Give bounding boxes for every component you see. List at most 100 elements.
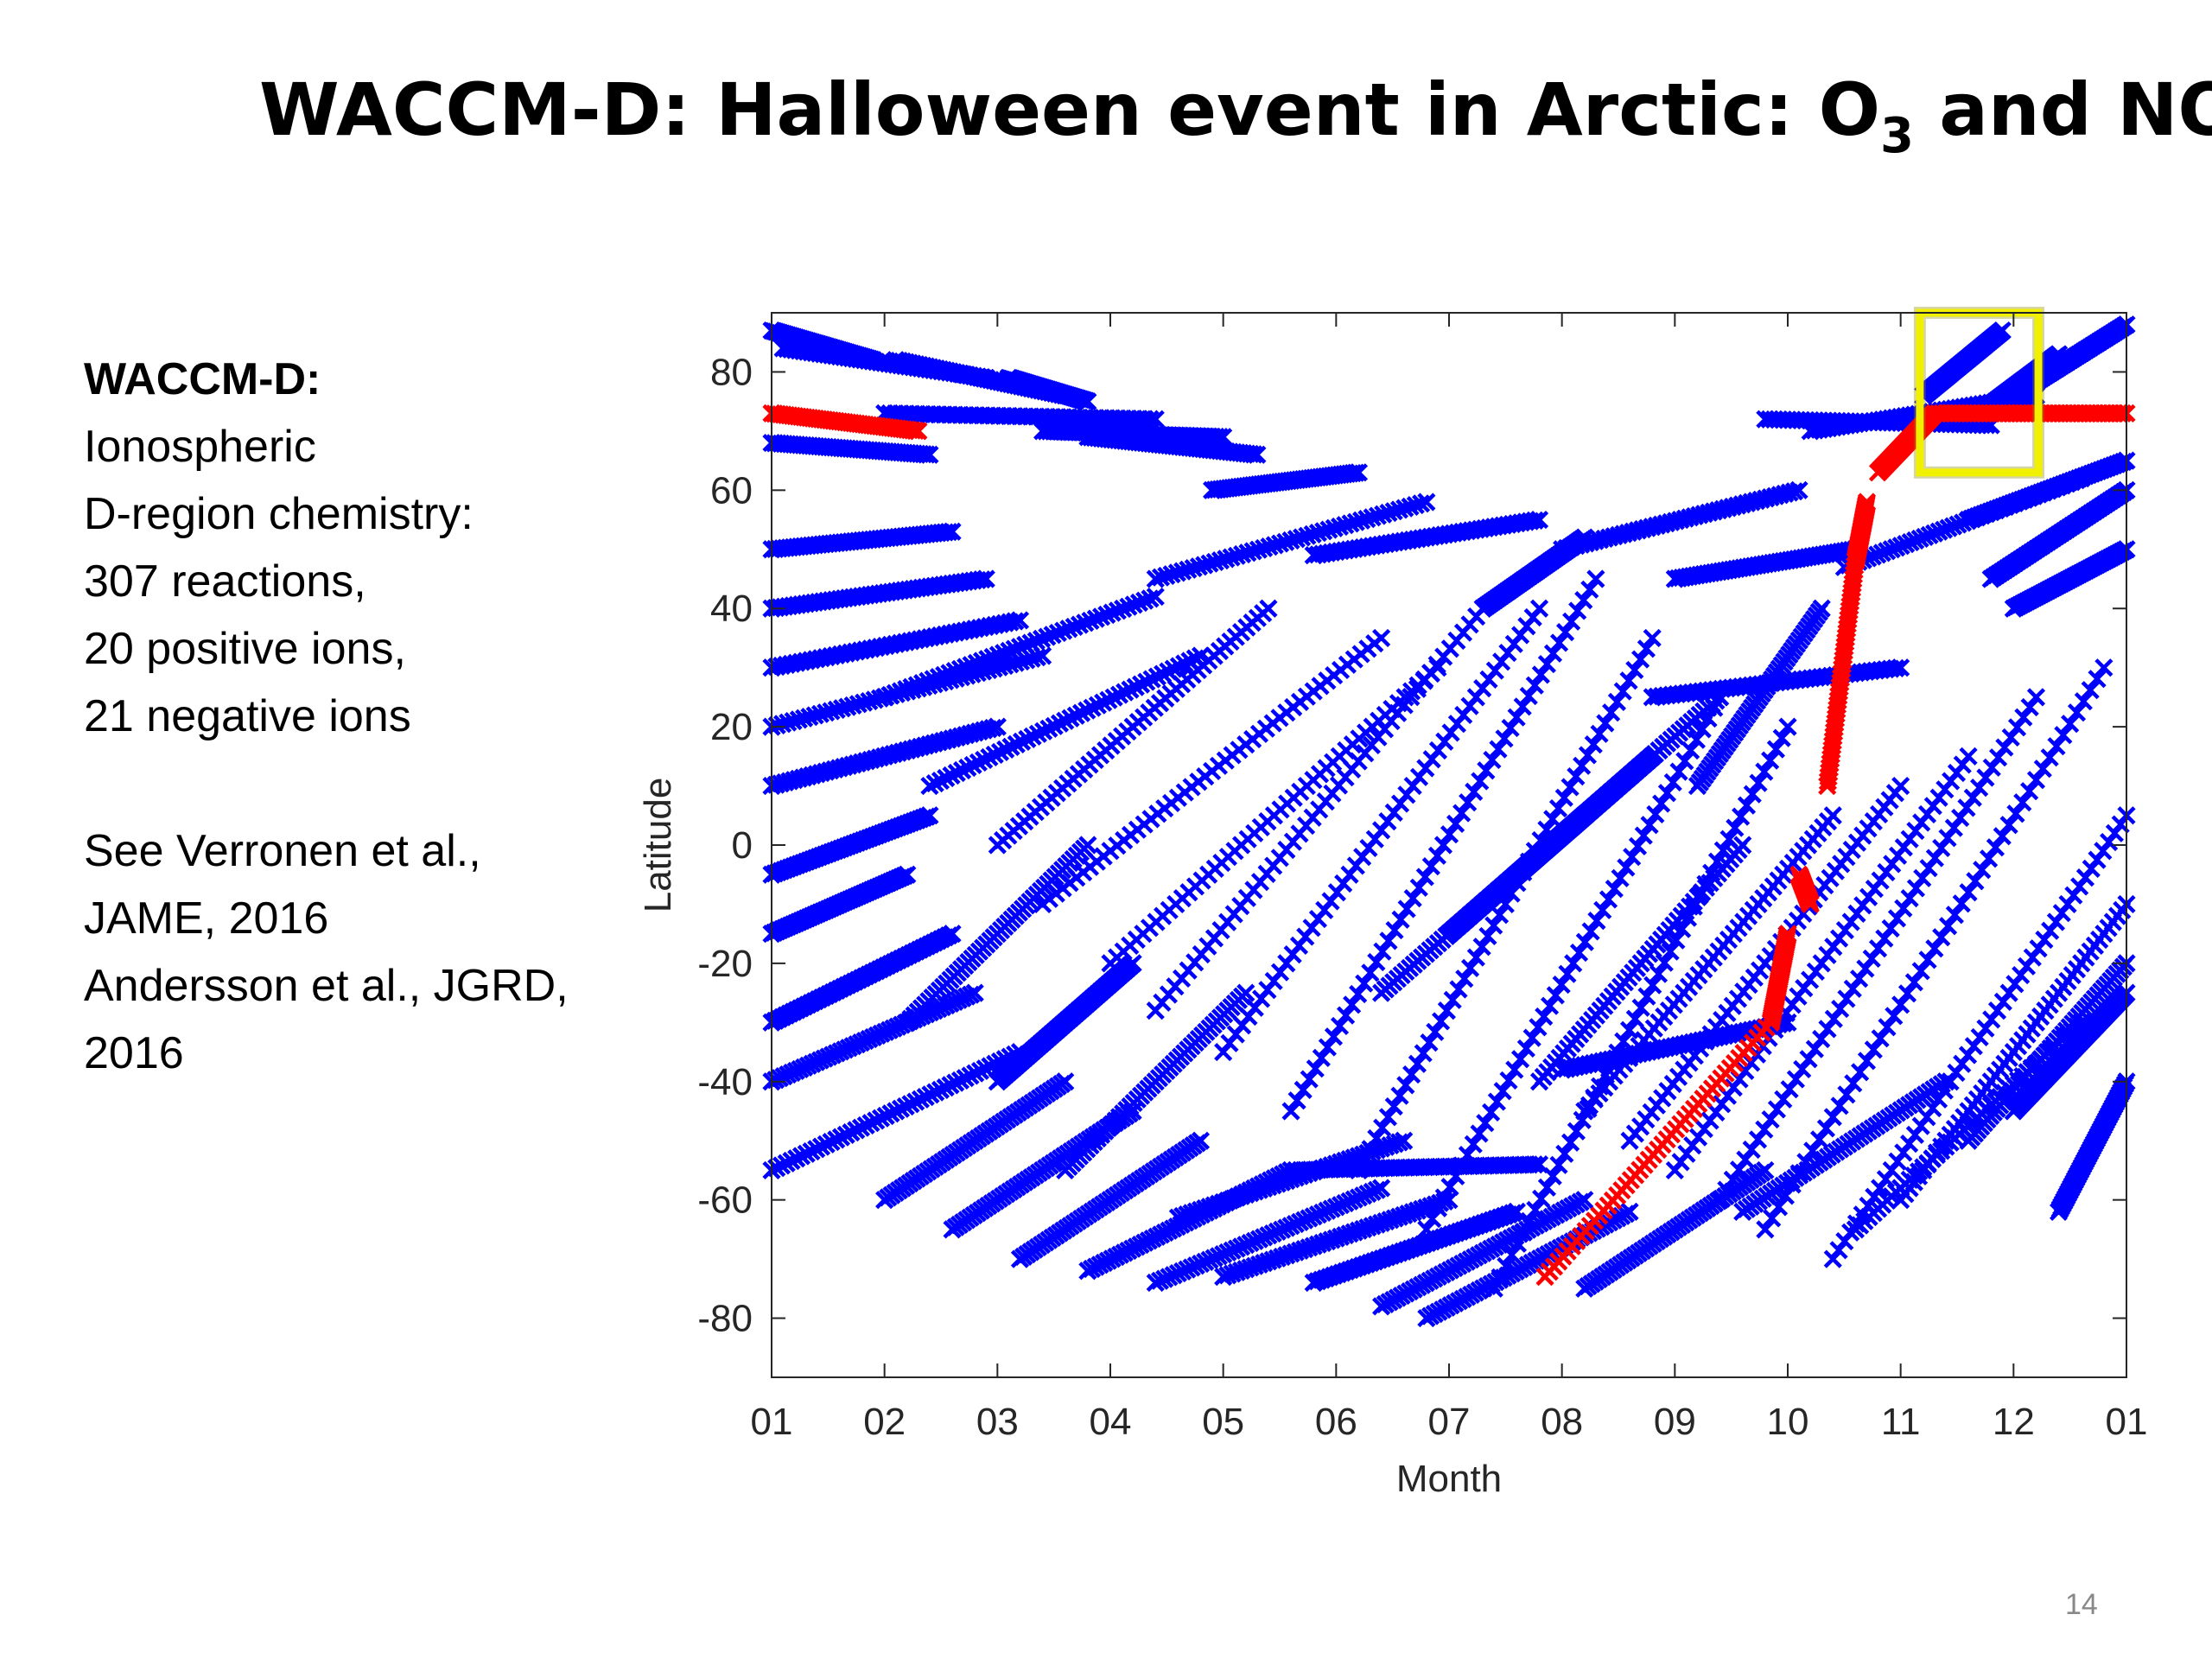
- marker-track: [1959, 451, 2136, 530]
- marker-track: [1146, 599, 1492, 1020]
- track: [1146, 493, 1436, 588]
- y-tick-label: -80: [697, 1298, 753, 1340]
- slide-title: WACCM-D: Halloween event in Arctic: O3 a…: [259, 67, 2212, 164]
- track: [1372, 1191, 1594, 1316]
- marker-track: [1168, 1131, 1414, 1227]
- track: [1214, 1191, 1459, 1287]
- track: [1203, 463, 1369, 499]
- marker-track: [1372, 1191, 1594, 1316]
- marker-track: [1575, 1160, 1775, 1298]
- track: [2004, 540, 2136, 618]
- track: [1417, 688, 1730, 1239]
- track: [1823, 806, 2136, 1268]
- description-line: Ionospheric: [84, 422, 316, 472]
- track: [1733, 1072, 1955, 1221]
- marker-track: [1146, 493, 1436, 588]
- track: [1033, 628, 1391, 914]
- marker-track: [1056, 983, 1255, 1180]
- marker-track: [1101, 658, 1447, 973]
- x-tick-label: 05: [1202, 1401, 1244, 1443]
- reference-line: JAME, 2016: [84, 893, 329, 944]
- track: [999, 368, 1097, 411]
- x-tick-label: 12: [1993, 1401, 2035, 1443]
- marker-track: [920, 646, 1211, 796]
- track: [1665, 540, 1865, 588]
- reference-line: See Verronen et al.,: [84, 826, 481, 876]
- track: [1529, 836, 1752, 1091]
- marker-track: [1372, 806, 1594, 1002]
- marker-track: [1789, 865, 1820, 914]
- marker-track: [1146, 1179, 1391, 1293]
- marker-track: [1925, 404, 2136, 423]
- track: [1372, 806, 1594, 1002]
- description-text: WACCM-D: Ionospheric D-region chemistry:…: [84, 346, 637, 1087]
- y-axis-ticks: -80 -60 -40 -20 0 20 40 60 80: [697, 351, 2126, 1340]
- description-line: D-region chemistry:: [84, 489, 474, 539]
- x-tick-label: 06: [1315, 1401, 1357, 1443]
- marker-track: [1981, 480, 2136, 588]
- y-tick-label: 20: [710, 706, 753, 748]
- track: [1818, 551, 1865, 796]
- marker-track: [1553, 480, 1808, 559]
- x-tick-label: 01: [751, 1401, 793, 1443]
- track: [1789, 865, 1820, 914]
- track: [1688, 599, 1831, 796]
- marker-track: [1281, 569, 1605, 1121]
- marker-track: [1665, 540, 1865, 588]
- track: [1553, 480, 1808, 559]
- marker-track: [1818, 551, 1865, 796]
- track: [1846, 1013, 2091, 1239]
- track: [920, 646, 1211, 796]
- track: [1304, 1202, 1526, 1293]
- description-line: 307 reactions,: [84, 556, 366, 607]
- description-line: 21 negative ions: [84, 691, 411, 741]
- track: [1304, 510, 1549, 565]
- marker-track: [898, 836, 1097, 1032]
- marker-track: [1214, 1191, 1459, 1287]
- y-tick-label: -40: [697, 1061, 753, 1103]
- x-tick-label: 03: [976, 1401, 1019, 1443]
- track: [1959, 451, 2136, 530]
- y-tick-label: -20: [697, 943, 753, 985]
- marker-track: [1417, 688, 1730, 1239]
- x-axis-label: Month: [1396, 1458, 1502, 1500]
- marker-track: [2004, 983, 2136, 1121]
- marker-track: [999, 368, 1097, 411]
- track: [1925, 404, 2136, 423]
- y-tick-label: -60: [697, 1179, 753, 1222]
- series-2: [762, 404, 2136, 1287]
- marker-track: [875, 587, 1165, 707]
- track: [1981, 480, 2136, 588]
- track: [1535, 1013, 1780, 1287]
- track: [1010, 1131, 1211, 1268]
- marker-track: [875, 1072, 1075, 1210]
- marker-track: [2050, 1072, 2136, 1221]
- marker-track: [988, 599, 1278, 855]
- marker-track: [1823, 806, 2136, 1268]
- description-line: 20 positive ions,: [84, 624, 406, 674]
- x-tick-label: 02: [863, 1401, 906, 1443]
- marker-track: [1688, 599, 1831, 796]
- track: [875, 587, 1165, 707]
- y-tick-label: 80: [710, 351, 753, 393]
- x-tick-label: 07: [1428, 1401, 1471, 1443]
- marker-track: [1846, 1013, 2091, 1239]
- track: [1168, 1131, 1414, 1227]
- marker-track: [1529, 836, 1752, 1091]
- track: [1078, 428, 1267, 464]
- track: [1575, 1160, 1775, 1298]
- track: [1056, 983, 1255, 1180]
- marker-track: [1203, 463, 1369, 499]
- y-tick-label: 0: [732, 824, 753, 867]
- track: [875, 1072, 1075, 1210]
- x-tick-label: 10: [1767, 1401, 1809, 1443]
- track: [988, 954, 1142, 1091]
- x-tick-label: 11: [1881, 1401, 1921, 1443]
- track: [1146, 1179, 1391, 1293]
- marker-track: [988, 954, 1142, 1091]
- track: [1281, 569, 1605, 1121]
- x-tick-label: 01: [2106, 1401, 2148, 1443]
- marker-track: [1010, 1131, 1211, 1268]
- marker-track: [1033, 628, 1391, 914]
- reference-line: 2016: [84, 1028, 184, 1078]
